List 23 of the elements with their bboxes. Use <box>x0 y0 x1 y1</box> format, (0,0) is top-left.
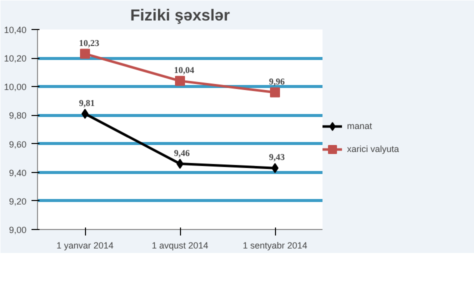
y-tick-label: 9,60 <box>8 139 27 150</box>
legend-label: manat <box>347 121 372 131</box>
x-tick-label: 1 yanvar 2014 <box>56 240 114 250</box>
chart-title: Fiziki şəxslər <box>130 8 230 24</box>
y-tick-label: 9,00 <box>8 225 27 235</box>
point <box>80 48 90 59</box>
y-tick-label: 10,20 <box>4 54 27 64</box>
y-tick-label: 9,40 <box>8 168 27 178</box>
data-label: 9,46 <box>174 148 190 158</box>
y-tick-label: 9,80 <box>8 110 27 121</box>
x-tick-label: 1 avqust 2014 <box>152 240 208 250</box>
legend-label: xarici valyuta <box>347 144 400 154</box>
point <box>175 76 185 86</box>
y-tick-label: 9,20 <box>8 196 27 206</box>
y-tick-label: 10,40 <box>4 25 27 35</box>
data-label: 10,23 <box>79 38 100 48</box>
data-label: 9,96 <box>269 76 286 86</box>
x-tick-label: 1 sentyabr 2014 <box>242 240 308 250</box>
point <box>270 87 280 98</box>
y-tick-label: 10,00 <box>4 82 27 92</box>
data-label: 10,04 <box>174 64 195 75</box>
data-label: 9,81 <box>79 98 96 108</box>
data-label: 9,43 <box>269 152 286 162</box>
